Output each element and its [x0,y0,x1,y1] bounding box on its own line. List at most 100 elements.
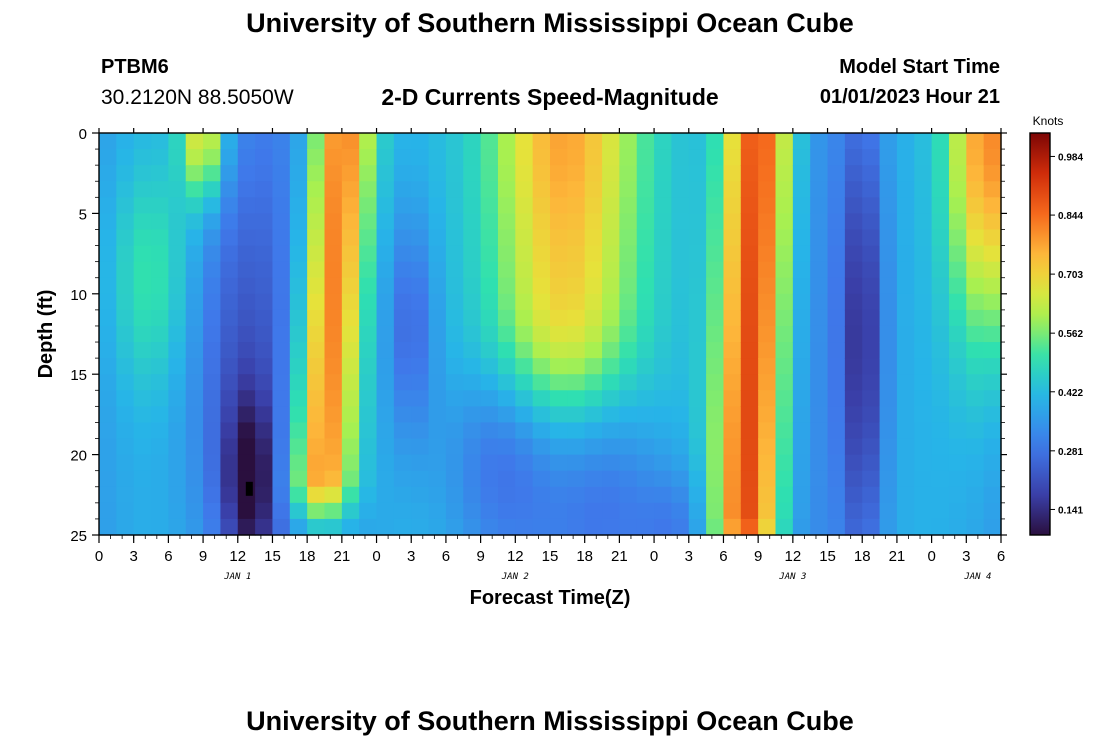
heatmap-cell [896,165,915,182]
heatmap-cell [584,518,603,536]
heatmap-cell [497,325,516,343]
heatmap-cell [602,213,620,231]
heatmap-cell [602,309,620,327]
heatmap-cell [116,165,135,182]
heatmap-cell [602,470,620,488]
heatmap-cell [203,149,222,166]
heatmap-cell [463,245,482,263]
heatmap-cell [966,229,985,247]
heatmap-cell [515,454,534,472]
heatmap-cell [775,422,794,440]
heatmap-cell [740,277,759,295]
heatmap-cell [428,390,447,407]
heatmap-cell [983,486,1002,504]
x-tick-label: 0 [95,548,103,565]
heatmap-cell [966,149,985,166]
heatmap-cell [966,422,985,440]
heatmap-cell [688,277,707,295]
heatmap-cell [151,422,169,440]
heatmap-cell [272,309,291,327]
heatmap-cell [255,438,274,456]
x-tick-label: 9 [476,548,484,565]
heatmap-cell [723,309,742,327]
heatmap-cell [654,502,673,520]
heatmap-cell [341,406,360,424]
heatmap-cell [983,149,1002,166]
heatmap-cell [810,390,829,407]
heatmap-cell [376,181,395,198]
heatmap-cell [740,390,759,407]
heatmap-cell [376,406,395,424]
colorbar: Knots 0.984 0.844 0.703 0.562 0.422 0.281 0.14… [1029,114,1083,536]
heatmap-cell [133,454,152,472]
heatmap-cell [341,422,360,440]
heatmap-cell [688,165,707,182]
heatmap-cell [740,197,759,214]
heatmap-cell [862,149,881,166]
heatmap-cell [341,133,360,150]
heatmap-cell [792,213,811,231]
heatmap-cell [584,438,603,456]
heatmap-cell [758,325,777,343]
heatmap-cell [151,261,169,279]
heatmap-cell [966,374,985,391]
heatmap-cell [237,502,256,520]
heatmap-cell [324,149,343,166]
heatmap-cell [740,518,759,536]
heatmap-cell [914,309,933,327]
heatmap-cell [289,486,308,504]
heatmap-cell [515,277,534,295]
heatmap-cell [411,502,430,520]
heatmap-cell [116,374,135,391]
heatmap-cell [168,245,187,263]
heatmap-cell [185,406,204,424]
heatmap-cell [584,293,603,311]
heatmap-cell [879,325,898,343]
heatmap-cell [758,293,777,311]
heatmap-cell [497,245,516,263]
heatmap-cell [99,518,117,536]
heatmap-cell [931,293,950,311]
heatmap-cell [931,502,950,520]
heatmap-cell [116,245,135,263]
heatmap-cell [688,502,707,520]
heatmap-cell [203,133,222,150]
heatmap-cell [497,470,516,488]
x-tick-label: 15 [264,548,281,565]
colorbar-tick-label: 0.984 [1058,152,1083,163]
heatmap-cell [359,293,378,311]
heatmap-cell [220,374,239,391]
heatmap-cell [758,245,777,263]
heatmap-cell [411,374,430,391]
heatmap-cell [185,181,204,198]
heatmap-cell [168,165,187,182]
heatmap-cell [411,358,430,375]
heatmap-cell [428,342,447,359]
heatmap-cell [151,454,169,472]
heatmap-cell [324,518,343,536]
heatmap-cell [393,181,412,198]
heatmap-cell [862,181,881,198]
heatmap-cell [619,245,638,263]
heatmap-cell [185,165,204,182]
heatmap-cell [879,197,898,214]
heatmap-cell [168,325,187,343]
heatmap-cell [411,293,430,311]
station-id: PTBM6 [101,56,169,78]
heatmap-cell [307,293,326,311]
heatmap-cell [411,261,430,279]
heatmap-cell [99,406,117,424]
heatmap-cell [671,181,690,198]
heatmap-cell [272,358,291,375]
heatmap-cell [914,149,933,166]
heatmap-cell [636,358,655,375]
heatmap-cell [237,261,256,279]
heatmap-cell [376,149,395,166]
heatmap-cell [133,438,152,456]
heatmap-cell [445,261,464,279]
heatmap-cell [792,245,811,263]
heatmap-cell [307,518,326,536]
heatmap-cell [654,390,673,407]
heatmap-cell [706,293,725,311]
